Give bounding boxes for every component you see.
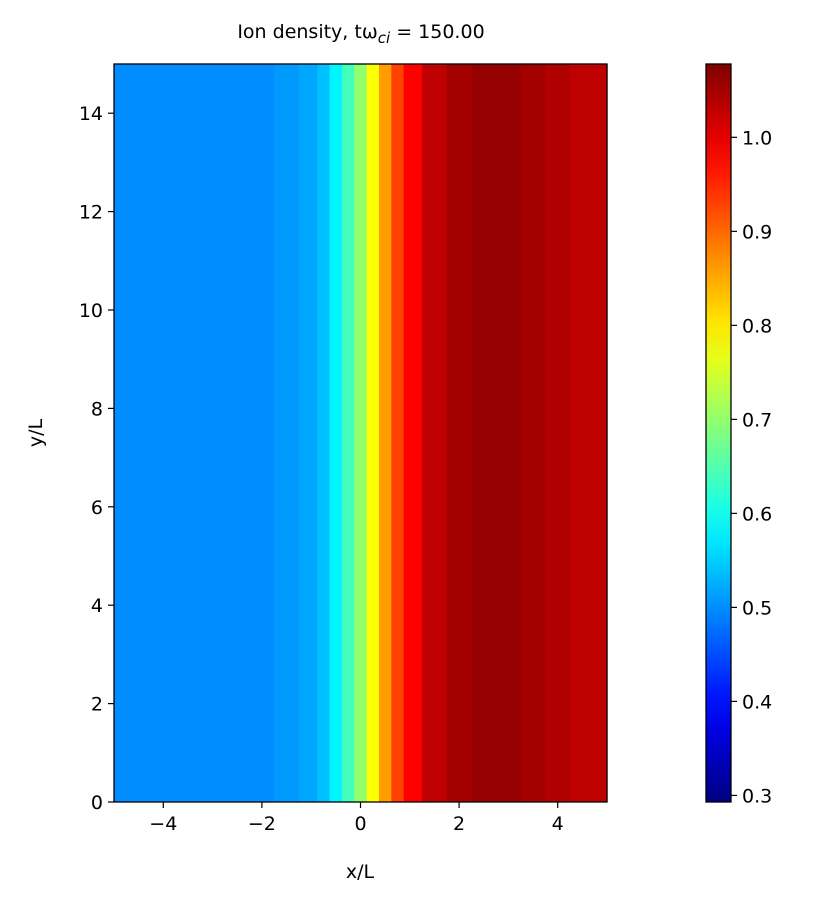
- title-subscript: ci: [378, 29, 391, 47]
- colorbar-tick-label: 0.3: [742, 785, 772, 807]
- heatmap-cell: [329, 64, 343, 802]
- x-tick-label: 0: [354, 813, 366, 835]
- heatmap-cell: [422, 64, 448, 802]
- heatmap-cell: [138, 64, 189, 802]
- colorbar-tick-label: 1.0: [742, 127, 772, 149]
- colorbar-tick-label: 0.5: [742, 597, 772, 619]
- chart-title: Ion density, tωci = 150.00: [237, 21, 484, 47]
- colorbar-tick-label: 0.8: [742, 315, 772, 337]
- x-tick-label: −4: [149, 813, 177, 835]
- heatmap-cell: [545, 64, 571, 802]
- heatmap-cell: [114, 64, 140, 802]
- x-tick-label: 4: [552, 813, 564, 835]
- y-tick-label: 10: [79, 300, 103, 322]
- x-axis-label: x/L: [346, 861, 375, 883]
- colorbar-tick-label: 0.9: [742, 221, 772, 243]
- title-part: = 150.00: [390, 21, 484, 43]
- heatmap-cell: [342, 64, 355, 802]
- x-tick-label: −2: [248, 813, 276, 835]
- colorbar-tick-label: 0.4: [742, 691, 772, 713]
- x-tick-label: 2: [453, 813, 465, 835]
- heatmap-cell: [378, 64, 392, 802]
- heatmap-cell: [403, 64, 423, 802]
- heatmap-cell: [298, 64, 318, 802]
- heatmap: [114, 64, 608, 802]
- heatmap-cell: [237, 64, 275, 802]
- y-tick-label: 0: [91, 792, 103, 814]
- y-tick-label: 8: [91, 398, 103, 420]
- title-part: Ion density, tω: [237, 21, 377, 43]
- y-axis-label: y/L: [25, 418, 47, 447]
- y-tick-label: 2: [91, 694, 103, 716]
- heatmap-cell: [520, 64, 546, 802]
- heatmap-cell: [570, 64, 596, 802]
- y-tick-label: 12: [79, 202, 103, 224]
- heatmap-cell: [354, 64, 368, 802]
- y-tick-label: 14: [79, 103, 103, 125]
- y-tick-label: 4: [91, 595, 103, 617]
- heatmap-cell: [317, 64, 331, 802]
- heatmap-cell: [496, 64, 522, 802]
- heatmap-cell: [187, 64, 238, 802]
- heatmap-cell: [391, 64, 405, 802]
- colorbar: [705, 63, 732, 803]
- heatmap-cell: [594, 64, 608, 802]
- heatmap-cell: [471, 64, 497, 802]
- heatmap-cell: [274, 64, 300, 802]
- colorbar-tick-label: 0.6: [742, 503, 772, 525]
- colorbar-tick-label: 0.7: [742, 409, 772, 431]
- heatmap-cell: [446, 64, 473, 802]
- y-tick-label: 6: [91, 497, 103, 519]
- heatmap-cell: [366, 64, 380, 802]
